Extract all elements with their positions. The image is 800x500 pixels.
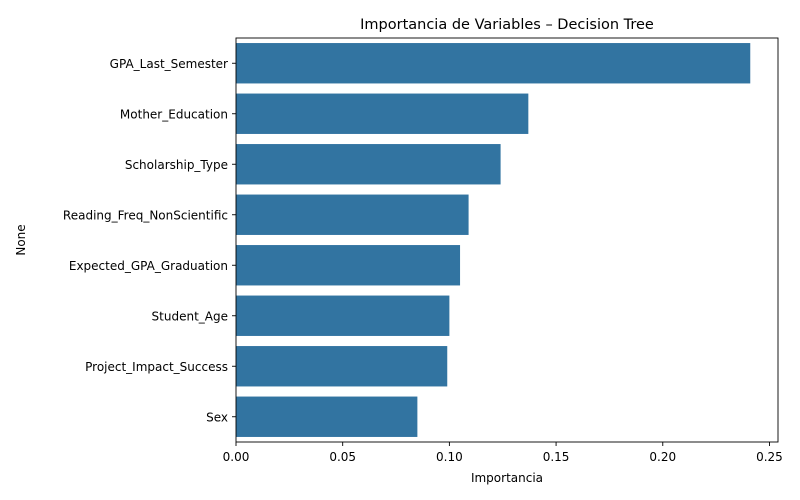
y-axis-ticks: GPA_Last_Semester Mother_Education Scholar… [63, 57, 236, 424]
bar-gpa-last-semester [236, 43, 751, 84]
y-axis-title: None [14, 224, 28, 255]
bar-project-impact-success [236, 346, 448, 387]
bar-mother-education [236, 93, 529, 134]
bar-expected-gpa-graduation [236, 245, 461, 286]
y-tick-label: Project_Impact_Success [85, 360, 228, 374]
x-tick-label: 0.15 [543, 450, 570, 464]
bars-group [236, 43, 751, 437]
y-tick-label: Scholarship_Type [125, 158, 228, 172]
bar-scholarship-type [236, 144, 501, 185]
x-tick-label: 0.00 [223, 450, 250, 464]
bar-sex [236, 396, 418, 437]
x-tick-label: 0.25 [756, 450, 783, 464]
bar-student-age [236, 295, 450, 336]
y-tick-label: Student_Age [152, 309, 228, 323]
x-tick-label: 0.10 [436, 450, 463, 464]
x-axis-ticks: 0.00 0.05 0.10 0.15 0.20 0.25 [223, 442, 783, 464]
y-tick-label: Expected_GPA_Graduation [69, 259, 228, 273]
y-tick-label: Reading_Freq_NonScientific [63, 208, 228, 222]
x-tick-label: 0.05 [329, 450, 356, 464]
y-tick-label: Mother_Education [120, 107, 228, 121]
x-axis-title: Importancia [471, 471, 543, 485]
x-tick-label: 0.20 [649, 450, 676, 464]
bar-reading-freq-nonscientific [236, 194, 469, 235]
chart-title: Importancia de Variables – Decision Tree [360, 17, 654, 33]
y-tick-label: GPA_Last_Semester [110, 57, 228, 71]
plot-frame [235, 37, 779, 443]
y-tick-label: Sex [206, 410, 228, 424]
